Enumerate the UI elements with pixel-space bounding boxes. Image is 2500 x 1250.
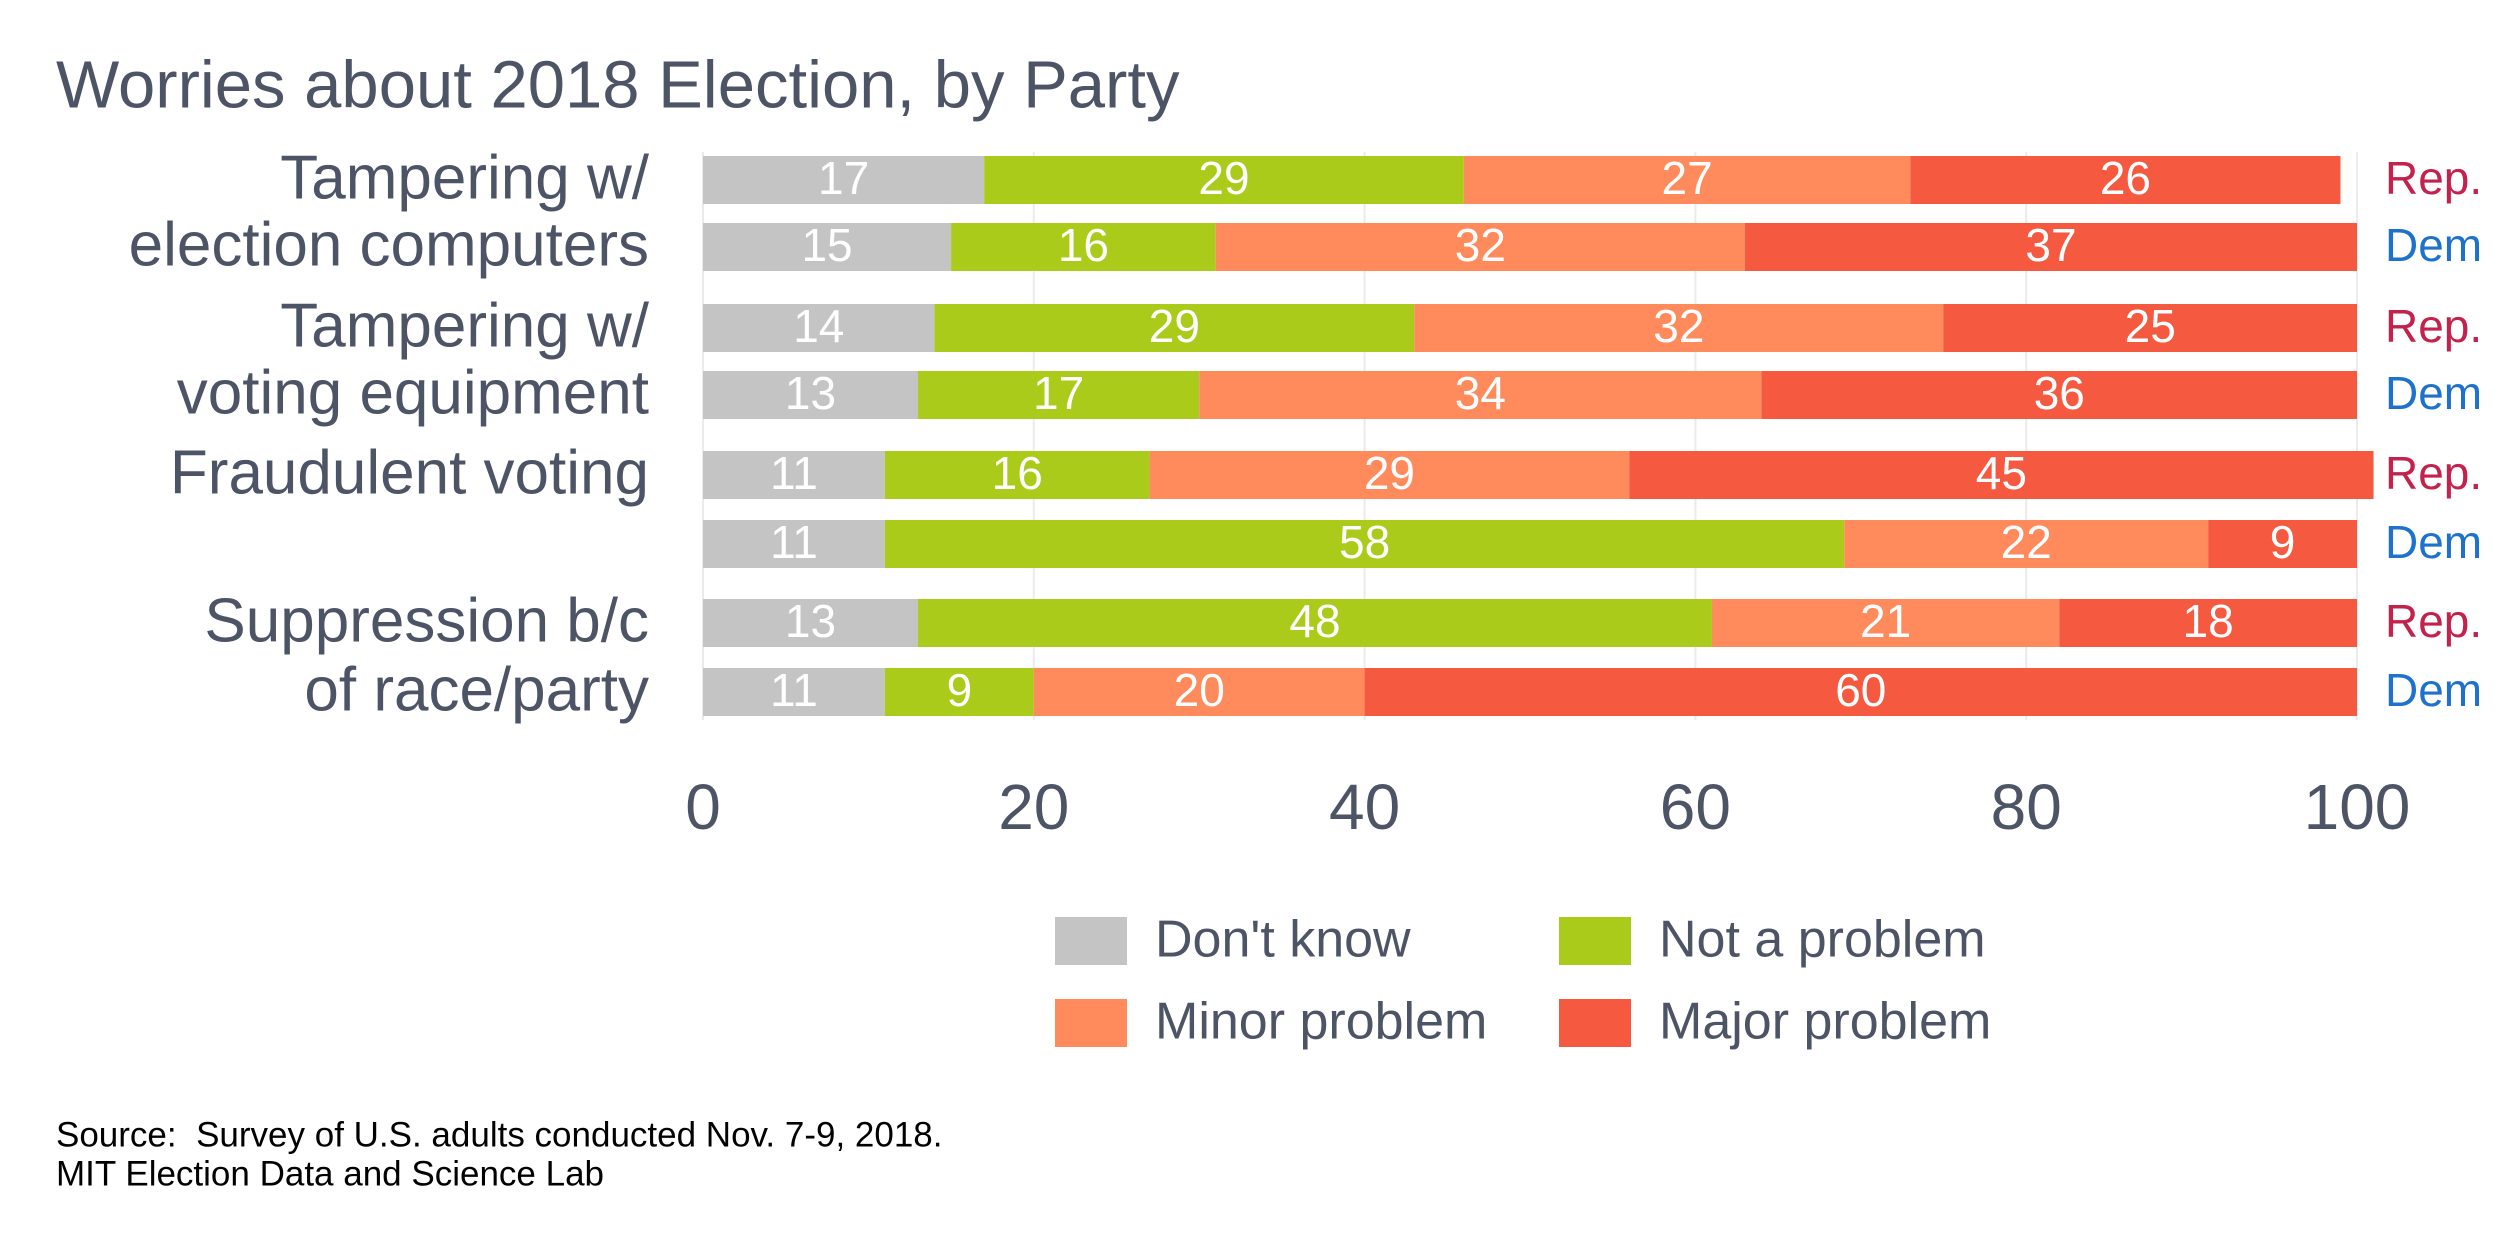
bar-value-label: 11 [770, 664, 818, 716]
bar-segment [703, 668, 885, 716]
legend-swatch [1055, 999, 1127, 1047]
bar-segment [1629, 451, 2374, 499]
bar-value-label: 15 [801, 219, 852, 271]
bar-segment [1844, 520, 2209, 568]
party-label: Rep. [2385, 152, 2482, 204]
bar-segment [984, 156, 1464, 204]
bar-value-label: 29 [1149, 300, 1200, 352]
bar-value-label: 17 [818, 152, 869, 204]
bar-segment [1711, 599, 2060, 647]
bar-segment [703, 451, 885, 499]
bar-segment [884, 668, 1034, 716]
bar-segment [703, 304, 935, 352]
legend-label: Don't know [1155, 911, 1411, 969]
party-label: Dem [2385, 367, 2482, 419]
party-label: Rep. [2385, 595, 2482, 647]
legend-label: Not a problem [1659, 911, 1986, 969]
bar-value-label: 13 [785, 595, 836, 647]
group-label: of race/party [304, 655, 649, 724]
bar-segment [1149, 451, 1630, 499]
bar-value-label: 29 [1198, 152, 1249, 204]
bar-segment [918, 599, 1712, 647]
bar-segment [703, 223, 952, 271]
group-label: Tampering w/ [280, 291, 649, 360]
bar-segment [1199, 371, 1762, 419]
bar-value-label: 27 [1662, 152, 1713, 204]
bar-value-label: 60 [1835, 664, 1886, 716]
bar-value-label: 14 [793, 300, 844, 352]
bar-value-label: 13 [785, 367, 836, 419]
group-label: voting equipment [177, 358, 649, 427]
bar-value-label: 9 [2270, 516, 2296, 568]
bar-value-label: 32 [1455, 219, 1506, 271]
bar-segment [703, 599, 919, 647]
source-note: MIT Election Data and Science Lab [56, 1154, 604, 1193]
bar-segment [703, 371, 919, 419]
legend-label: Minor problem [1155, 993, 1487, 1051]
bar-segment [884, 451, 1150, 499]
chart-title: Worries about 2018 Election, by Party [56, 48, 1180, 123]
bar-value-label: 16 [992, 447, 1043, 499]
bar-segment [1910, 156, 2341, 204]
x-tick-label: 20 [998, 771, 1069, 843]
x-tick-label: 60 [1660, 771, 1731, 843]
bar-segment [1215, 223, 1746, 271]
x-tick-label: 40 [1329, 771, 1400, 843]
group-label: election computers [129, 210, 649, 279]
party-label: Dem [2385, 664, 2482, 716]
bar-value-label: 18 [2183, 595, 2234, 647]
bar-value-label: 20 [1174, 664, 1225, 716]
legend-swatch [1055, 917, 1127, 965]
source-note: Source: Survey of U.S. adults conducted … [56, 1115, 943, 1154]
bar-value-label: 11 [770, 447, 818, 499]
x-tick-label: 100 [2304, 771, 2411, 843]
bar-value-label: 48 [1289, 595, 1340, 647]
bar-value-label: 9 [947, 664, 973, 716]
bar-value-label: 22 [2001, 516, 2052, 568]
bar-segment [1463, 156, 1911, 204]
bar-segment [951, 223, 1216, 271]
bar-segment [1033, 668, 1365, 716]
party-label: Rep. [2385, 447, 2482, 499]
party-label: Dem [2385, 219, 2482, 271]
bar-value-label: 25 [2125, 300, 2176, 352]
bar-segment [1943, 304, 2357, 352]
bar-segment [2208, 520, 2357, 568]
legend-swatch [1559, 917, 1631, 965]
bar-value-label: 16 [1058, 219, 1109, 271]
bar-segment [1364, 668, 2357, 716]
bar-segment [918, 371, 1200, 419]
bar-segment [2059, 599, 2357, 647]
group-label: Fraudulent voting [170, 438, 649, 507]
bar-segment [1761, 371, 2357, 419]
bar-value-label: 29 [1364, 447, 1415, 499]
group-label: Suppression b/c [204, 586, 649, 655]
bar-segment [884, 520, 1845, 568]
bar-value-label: 34 [1455, 367, 1506, 419]
bar-value-label: 17 [1033, 367, 1084, 419]
party-label: Rep. [2385, 300, 2482, 352]
bar-value-label: 36 [2034, 367, 2085, 419]
bar-value-label: 58 [1339, 516, 1390, 568]
bar-segment [1745, 223, 2357, 271]
bar-value-label: 26 [2100, 152, 2151, 204]
x-tick-label: 0 [685, 771, 721, 843]
bar-value-label: 37 [2025, 219, 2076, 271]
bar-value-label: 21 [1860, 595, 1911, 647]
x-tick-label: 80 [1991, 771, 2062, 843]
bar-segment [703, 156, 985, 204]
party-label: Dem [2385, 516, 2482, 568]
bar-value-label: 32 [1653, 300, 1704, 352]
group-label: Tampering w/ [280, 143, 649, 212]
bar-value-label: 45 [1976, 447, 2027, 499]
bar-segment [934, 304, 1415, 352]
legend-label: Major problem [1659, 993, 1991, 1051]
bar-segment [1414, 304, 1944, 352]
bar-value-label: 11 [770, 516, 818, 568]
bar-segment [703, 520, 885, 568]
legend-swatch [1559, 999, 1631, 1047]
